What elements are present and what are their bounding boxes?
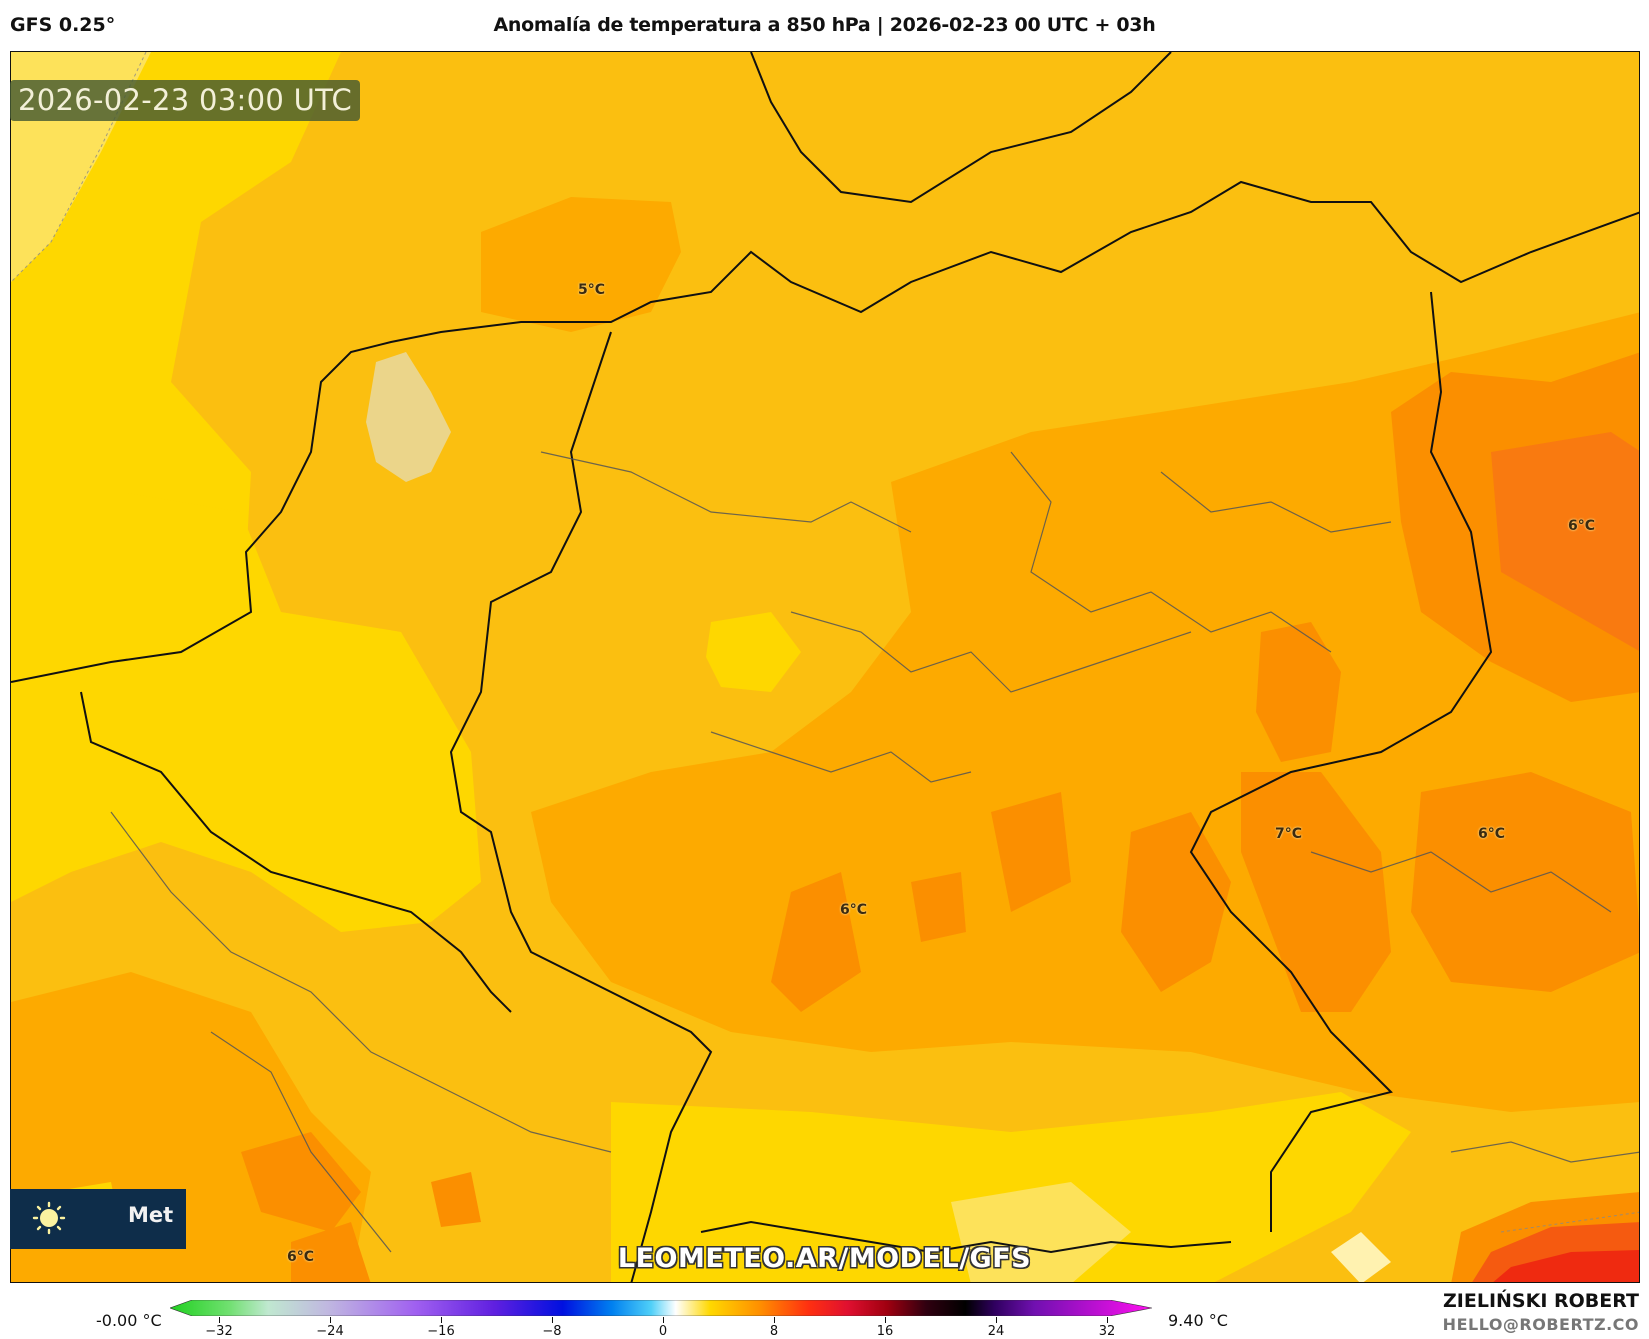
colorbar-tick-label: 0 [658,1324,668,1339]
colorbar-tick [219,1317,220,1323]
sun-icon [32,1201,66,1235]
model-label: GFS 0.25° [10,14,116,36]
colorbar-tick [552,1317,553,1323]
logo-banner[interactable]: Met [10,1189,186,1249]
isoline-label: 6°C [840,902,868,918]
colorbar-tick-label: −24 [316,1324,344,1339]
colorbar-tick-label: −16 [427,1324,455,1339]
colorbar-tick-label: 8 [769,1324,779,1339]
colorbar [170,1300,1152,1316]
colorbar-tick-label: 32 [1098,1324,1116,1339]
colorbar-tick [774,1317,775,1323]
isoline-label: 5°C [578,282,606,298]
colorbar-max-label: 9.40 °C [1168,1311,1228,1330]
watermark: LEOMETEO.AR/MODEL/GFS [617,1243,1032,1274]
colorbar-tick [330,1317,331,1323]
valid-time-badge: 2026-02-23 03:00 UTC [10,80,361,121]
colorbar-min-label: -0.00 °C [96,1311,162,1330]
colorbar-tick-label: 24 [987,1324,1005,1339]
author-email[interactable]: HELLO@ROBERTZ.CO [1442,1315,1639,1334]
temperature-anomaly-field [11,52,1639,1282]
isoline-label: 7°C [1275,826,1303,842]
colorbar-tick [996,1317,997,1323]
isoline-label: 6°C [1478,826,1506,842]
colorbar-tick-label: 16 [876,1324,894,1339]
colorbar-tick-label: −32 [205,1324,233,1339]
isoline-label: 6°C [1568,518,1596,534]
logo-text: Met [128,1203,174,1227]
colorbar-tick [663,1317,664,1323]
isoline-label: 6°C [287,1249,315,1265]
chart-title: Anomalía de temperatura a 850 hPa | 2026… [493,14,1156,36]
colorbar-tick [1107,1317,1108,1323]
colorbar-tick-label: −8 [542,1324,562,1339]
colorbar-tick [885,1317,886,1323]
author-name: ZIELIŃSKI ROBERT [1443,1290,1639,1312]
map-panel [10,51,1640,1283]
colorbar-tick [441,1317,442,1323]
